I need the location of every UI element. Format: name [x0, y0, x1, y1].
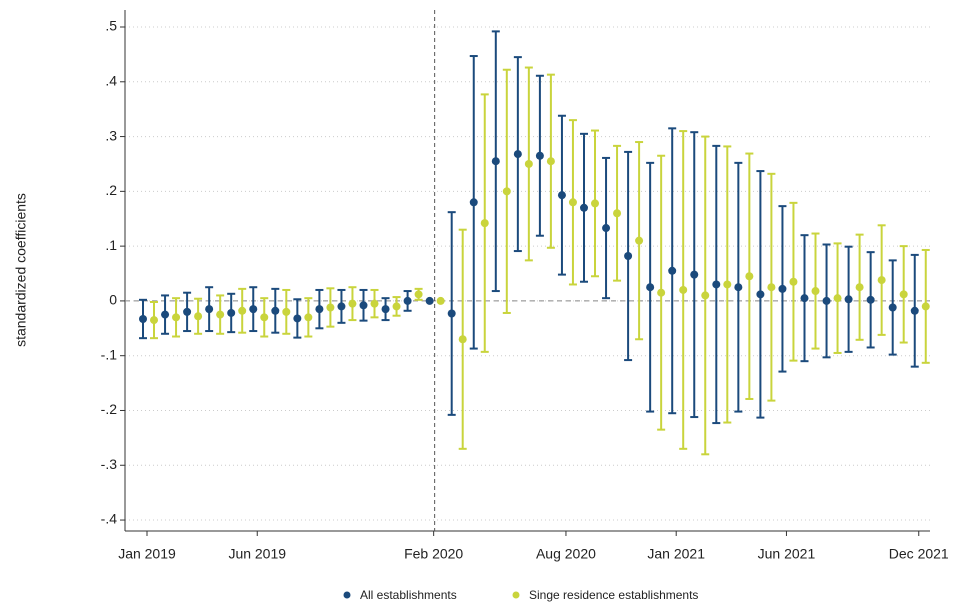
point	[580, 203, 588, 212]
point	[414, 290, 423, 299]
point	[701, 291, 710, 300]
point	[425, 296, 434, 305]
y-tick-label: .2	[105, 182, 117, 198]
point	[557, 191, 566, 200]
point	[458, 335, 467, 344]
point	[249, 305, 258, 314]
point	[480, 219, 489, 228]
y-tick-label: .5	[105, 18, 117, 34]
point	[646, 283, 655, 292]
point	[789, 277, 798, 286]
point	[822, 296, 831, 305]
point	[304, 313, 313, 322]
legend-marker	[512, 591, 520, 599]
y-axis-title: standardized coefficients	[13, 193, 29, 347]
point	[381, 305, 390, 314]
point	[139, 314, 147, 323]
point	[679, 285, 688, 294]
point	[800, 294, 809, 303]
point	[657, 288, 666, 297]
point	[524, 159, 533, 168]
point	[613, 209, 622, 218]
point	[745, 272, 754, 281]
point	[888, 303, 897, 312]
point	[216, 310, 225, 319]
point	[635, 236, 644, 245]
point	[436, 296, 445, 305]
point	[535, 151, 544, 160]
point	[469, 198, 478, 207]
point	[855, 283, 864, 292]
point	[370, 299, 379, 308]
point	[767, 283, 776, 292]
x-tick-label: Jun 2019	[228, 546, 286, 562]
point	[161, 310, 170, 319]
point	[910, 306, 919, 315]
point	[282, 307, 291, 316]
point	[668, 266, 677, 275]
x-tick-label: Aug 2020	[536, 546, 596, 562]
point	[602, 224, 611, 233]
point	[546, 157, 555, 166]
point	[591, 199, 599, 208]
y-tick-label: -.4	[101, 511, 118, 527]
x-tick-label: Jan 2019	[118, 546, 176, 562]
point	[227, 308, 236, 317]
x-tick-label: Dec 2021	[889, 546, 949, 562]
point	[271, 306, 280, 315]
point	[403, 296, 412, 305]
point	[183, 307, 192, 316]
x-tick-label: Feb 2020	[404, 546, 463, 562]
point	[337, 302, 346, 311]
point	[866, 295, 875, 304]
point	[326, 303, 335, 312]
point	[899, 290, 908, 299]
point	[811, 287, 820, 296]
y-tick-label: -.2	[101, 401, 118, 417]
point	[150, 316, 158, 325]
y-tick-label: -.1	[101, 346, 118, 362]
point	[260, 313, 269, 322]
x-tick-label: Jun 2021	[758, 546, 816, 562]
point	[756, 290, 765, 299]
point	[194, 312, 203, 321]
point	[690, 270, 699, 279]
point	[877, 276, 886, 285]
legend-label: Singe residence establishments	[529, 588, 698, 602]
point	[712, 280, 721, 289]
point	[502, 187, 511, 196]
point	[844, 295, 853, 304]
point	[624, 251, 633, 260]
point	[392, 302, 401, 311]
point	[513, 150, 522, 159]
point	[315, 305, 324, 314]
point	[734, 283, 743, 292]
point	[205, 305, 214, 314]
y-tick-label: .4	[105, 72, 117, 88]
point	[491, 157, 500, 166]
x-tick-label: Jan 2021	[647, 546, 705, 562]
point	[359, 301, 368, 310]
y-tick-label: -.3	[101, 456, 118, 472]
y-tick-label: .1	[105, 237, 117, 253]
point	[921, 302, 930, 311]
point	[723, 280, 732, 289]
y-tick-label: .3	[105, 127, 117, 143]
point	[172, 313, 181, 322]
legend-label: All establishments	[360, 588, 457, 602]
point	[568, 198, 577, 207]
point	[348, 299, 357, 308]
point	[833, 294, 842, 303]
point	[238, 306, 247, 315]
legend-marker	[343, 591, 351, 599]
point	[293, 314, 302, 323]
y-tick-label: 0	[109, 292, 117, 308]
point	[778, 284, 787, 293]
point	[447, 309, 456, 318]
